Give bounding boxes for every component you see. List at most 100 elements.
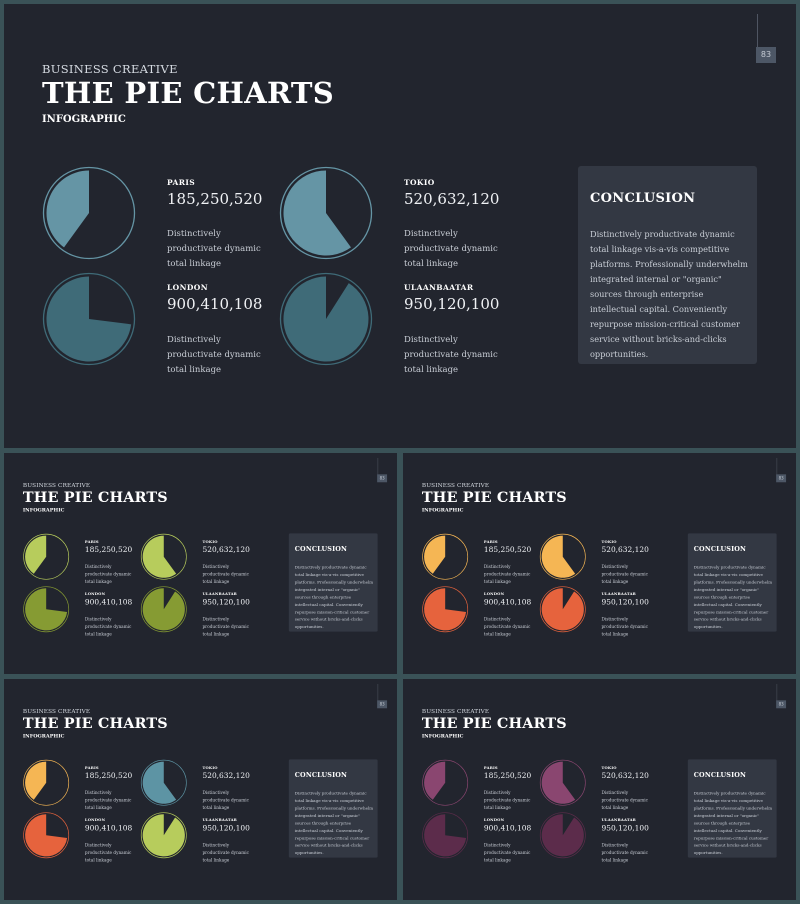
pie-svg (539, 533, 586, 580)
pie-slice (25, 814, 68, 857)
pie-outline (23, 812, 70, 859)
city-value: 520,632,120 (404, 190, 500, 208)
city-description: Distinctively productivate dynamic total… (202, 790, 250, 811)
pie-slice (46, 276, 132, 362)
pie-outline (422, 759, 469, 806)
conclusion-heading: CONCLUSION (693, 545, 747, 554)
conclusion-card: CONCLUSION Distinctively productivate dy… (288, 759, 378, 858)
pie-svg (42, 166, 136, 260)
pie-svg (42, 272, 136, 366)
pie-outline (140, 586, 187, 633)
pie-outline (140, 812, 187, 859)
city-value: 520,632,120 (601, 771, 649, 781)
city-label: PARIS (483, 765, 498, 770)
conclusion-heading: CONCLUSION (294, 771, 348, 780)
pie-chart-paris (23, 759, 70, 806)
pie-svg (23, 759, 70, 806)
conclusion-text: Distinctively productivate dynamic total… (294, 564, 374, 630)
slide-subtitle: INFOGRAPHIC (22, 733, 65, 740)
pie-svg (422, 759, 469, 806)
pie-slice (424, 588, 467, 631)
pie-slice (283, 170, 351, 256)
city-label: LONDON (84, 591, 106, 596)
city-label: ULAANBAATAR (601, 591, 636, 596)
pie-outline (279, 166, 373, 260)
conclusion-card: CONCLUSION Distinctively productivate dy… (687, 533, 777, 632)
city-label: TOKIO (202, 539, 218, 544)
pie-slice (541, 535, 576, 578)
pie-outline (539, 533, 586, 580)
kicker-text: BUSINESS CREATIVE (421, 707, 490, 715)
pie-svg (140, 586, 187, 633)
city-description: Distinctively productivate dynamic total… (601, 790, 649, 811)
conclusion-card: CONCLUSION Distinctively productivate dy… (288, 533, 378, 632)
pie-chart-tokio (539, 759, 586, 806)
city-value: 520,632,120 (601, 545, 649, 555)
slide-content: 83 BUSINESS CREATIVE THE PIE CHARTS INFO… (403, 453, 796, 673)
slide-main[interactable]: 83 BUSINESS CREATIVE THE PIE CHARTS INFO… (4, 4, 796, 448)
pie-slice (283, 276, 369, 362)
city-description: Distinctively productivate dynamic total… (601, 843, 649, 864)
page-number: 83 (776, 700, 787, 709)
pie-slice (424, 814, 467, 857)
pie-outline (539, 586, 586, 633)
slide-title: THE PIE CHARTS (22, 488, 168, 506)
slide-thumbnail-purple[interactable]: 83 BUSINESS CREATIVE THE PIE CHARTS INFO… (403, 679, 796, 900)
city-value: 950,120,100 (601, 823, 649, 833)
city-label: PARIS (84, 539, 99, 544)
slide-title: THE PIE CHARTS (421, 488, 567, 506)
city-description: Distinctively productivate dynamic total… (84, 617, 132, 638)
city-description: Distinctively productivate dynamic total… (202, 843, 250, 864)
city-label: LONDON (483, 591, 505, 596)
pie-slice (142, 761, 177, 804)
pie-chart-paris (42, 166, 136, 260)
pie-chart-tokio (140, 759, 187, 806)
conclusion-text: Distinctively productivate dynamic total… (693, 564, 773, 630)
pie-outline (23, 586, 70, 633)
slide-content: 83 BUSINESS CREATIVE THE PIE CHARTS INFO… (403, 679, 796, 899)
city-value: 185,250,520 (167, 190, 263, 208)
pie-slice (424, 761, 446, 800)
city-value: 950,120,100 (601, 597, 649, 607)
pie-chart-tokio (539, 533, 586, 580)
pie-svg (279, 272, 373, 366)
pie-outline (42, 272, 136, 366)
city-label: TOKIO (202, 765, 218, 770)
slide-title: THE PIE CHARTS (421, 714, 567, 732)
city-value: 185,250,520 (84, 771, 133, 781)
pie-outline (539, 812, 586, 859)
slide-thumbnail-green[interactable]: 83 BUSINESS CREATIVE THE PIE CHARTS INFO… (4, 453, 397, 674)
slide-content: 83 BUSINESS CREATIVE THE PIE CHARTS INFO… (4, 453, 397, 673)
pie-chart-tokio (279, 166, 373, 260)
city-description: Distinctively productivate dynamic total… (404, 335, 498, 375)
page-number: 83 (756, 47, 776, 63)
pie-chart-ulaanbaatar (140, 586, 187, 633)
slide-thumbnail-orange[interactable]: 83 BUSINESS CREATIVE THE PIE CHARTS INFO… (403, 453, 796, 674)
city-label: LONDON (483, 817, 505, 822)
city-description: Distinctively productivate dynamic total… (601, 617, 649, 638)
city-description: Distinctively productivate dynamic total… (483, 564, 531, 585)
pie-outline (23, 759, 70, 806)
city-description: Distinctively productivate dynamic total… (202, 617, 250, 638)
conclusion-card: CONCLUSION Distinctively productivate dy… (578, 166, 757, 364)
pie-outline (422, 533, 469, 580)
pie-chart-tokio (140, 533, 187, 580)
pie-svg (422, 586, 469, 633)
pie-chart-paris (422, 759, 469, 806)
page-number: 83 (377, 700, 388, 709)
pie-svg (23, 586, 70, 633)
pie-chart-paris (422, 533, 469, 580)
pie-slice (541, 814, 584, 857)
city-value: 950,120,100 (202, 597, 250, 607)
pie-svg (140, 533, 187, 580)
pie-slice (25, 761, 47, 800)
kicker-text: BUSINESS CREATIVE (22, 707, 91, 715)
slide-thumbnail-mixed[interactable]: 83 BUSINESS CREATIVE THE PIE CHARTS INFO… (4, 679, 397, 900)
pie-svg (279, 166, 373, 260)
slide-subtitle: INFOGRAPHIC (42, 114, 126, 125)
pie-slice (46, 170, 89, 248)
pie-svg (422, 812, 469, 859)
page-number: 83 (776, 474, 787, 483)
conclusion-heading: CONCLUSION (294, 545, 348, 554)
slide-content: 83 BUSINESS CREATIVE THE PIE CHARTS INFO… (4, 4, 796, 448)
